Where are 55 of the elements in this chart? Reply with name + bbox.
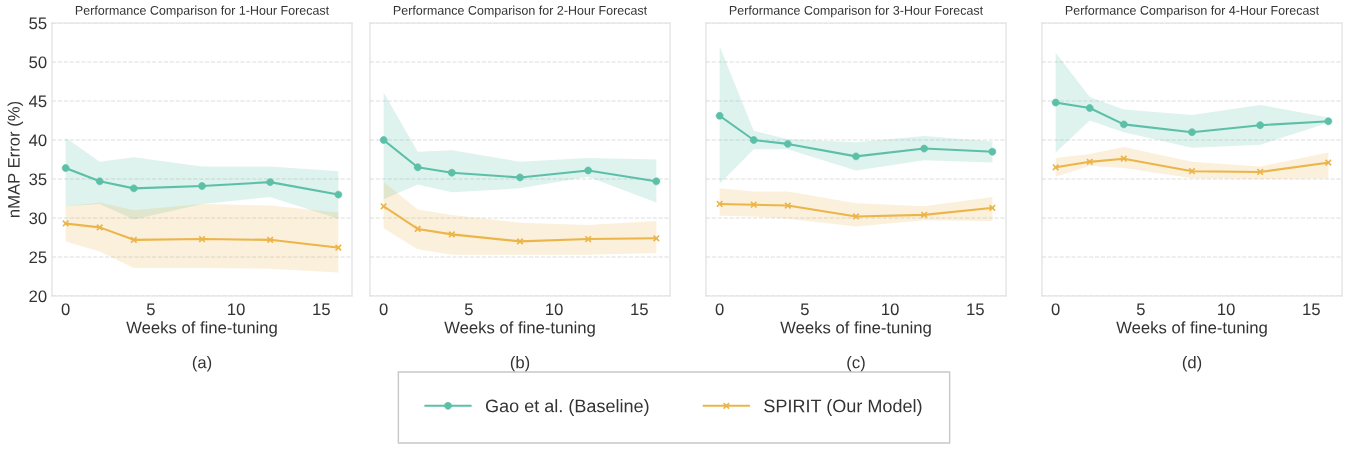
point [62,219,70,228]
x-tick-label: 10 [1218,303,1235,316]
y-tick-label: 30 [29,212,47,225]
x-tick-label: 0 [1051,303,1060,316]
point [1324,159,1332,167]
y-tick-label: 20 [29,290,47,303]
y-tick-label: 50 [29,56,47,69]
point [266,236,274,244]
x-tick-label: 15 [631,303,648,316]
x-tick-label: 10 [882,303,899,316]
point [96,223,104,231]
point [1086,158,1094,166]
x-tick-label: 5 [800,303,809,316]
x-tick-label: 10 [546,303,563,316]
point [920,211,928,219]
x-tick-label: 5 [464,303,473,316]
chart-title: Performance Comparison for 3-Hour Forecast [729,5,984,18]
x-tick-label: 15 [1303,303,1320,316]
point [584,235,592,243]
text: (c) [847,356,865,372]
y-axis-title: nMAP Error (%) [7,101,24,218]
text: (d) [1182,356,1202,372]
x-tick-label: 0 [61,303,70,316]
point [1052,163,1060,171]
x-tick-label: 15 [967,303,984,316]
x-tick-label: 10 [228,303,245,316]
y-tick-label: 35 [29,173,47,186]
y-tick-label: 55 [29,17,47,30]
x-tick-label: 5 [146,303,155,316]
legend-label: SPIRIT (Our Model) [764,399,922,416]
point [380,202,388,210]
point [652,234,660,242]
x-axis-title: Weeks of fine-tuning [444,321,595,337]
y-tick-label: 25 [29,251,47,264]
text: (b) [510,356,530,372]
x-axis-title: Weeks of fine-tuning [126,321,277,337]
chart-title: Performance Comparison for 2-Hour Forecast [393,5,648,18]
point [334,244,342,252]
x-tick-label: 0 [715,303,724,316]
chart-title: Performance Comparison for 1-Hour Forecast [75,5,330,18]
x-tick-label: 0 [379,303,388,316]
y-tick-label: 40 [28,134,47,147]
legend-label: Gao et al. (Baseline) [485,399,649,416]
text: (a) [192,356,212,372]
y-tick-label: 45 [28,95,47,108]
point [750,201,758,209]
x-tick-label: 15 [313,303,330,316]
point [130,236,138,244]
point [198,235,206,243]
x-axis-title: Weeks of fine-tuning [1116,321,1267,337]
chart-title: Performance Comparison for 4-Hour Forecast [1065,5,1320,18]
point [1256,168,1264,176]
x-tick-label: 5 [1136,303,1145,316]
x-axis-title: Weeks of fine-tuning [780,321,931,337]
point [1120,155,1128,163]
